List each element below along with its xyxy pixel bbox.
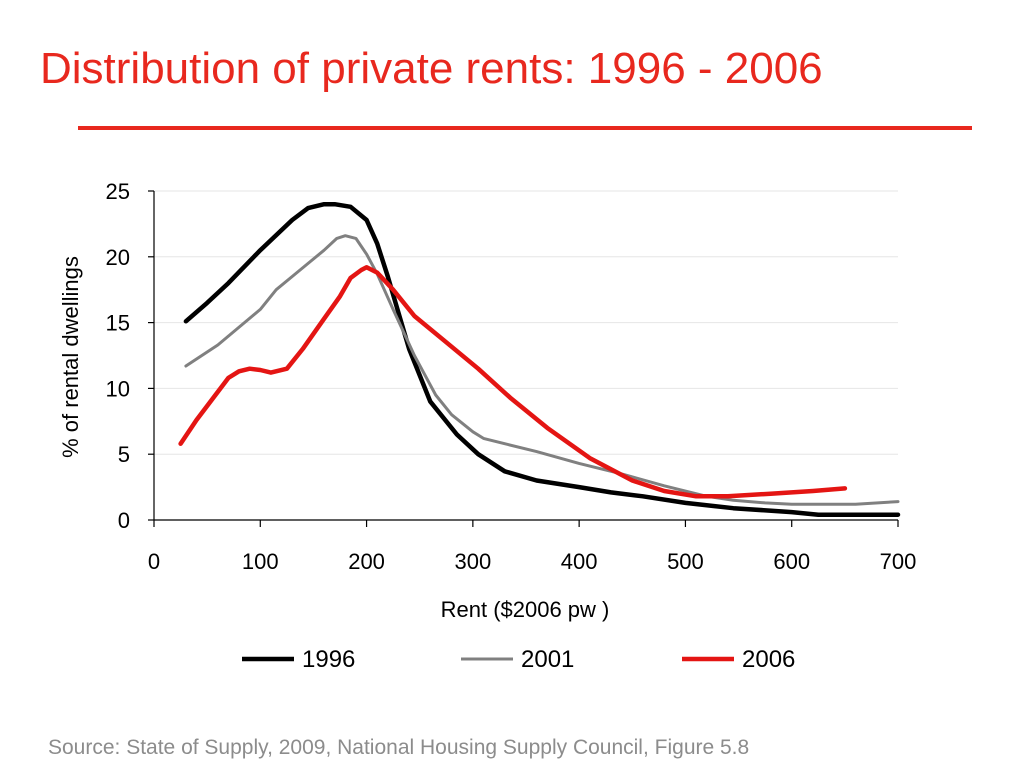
series-line-1996 bbox=[183, 201, 901, 517]
x-tick-label-600: 600 bbox=[773, 549, 810, 574]
y-axis-title: % of rental dwellings bbox=[58, 256, 83, 458]
x-axis-title: Rent ($2006 pw ) bbox=[441, 597, 610, 622]
y-tick-label-0: 0 bbox=[118, 508, 130, 533]
y-tick-label-10: 10 bbox=[106, 376, 130, 401]
x-tick-label-200: 200 bbox=[348, 549, 385, 574]
source-note: Source: State of Supply, 2009, National … bbox=[48, 736, 750, 759]
series-line-2006 bbox=[178, 265, 848, 499]
y-tick-label-20: 20 bbox=[106, 245, 130, 270]
slide-title: Distribution of private rents: 1996 - 20… bbox=[40, 44, 823, 93]
x-tick-label-100: 100 bbox=[242, 549, 279, 574]
x-tick-label-500: 500 bbox=[667, 549, 704, 574]
title-underline bbox=[78, 126, 972, 130]
x-tick-label-700: 700 bbox=[880, 549, 917, 574]
x-tick-label-300: 300 bbox=[454, 549, 491, 574]
legend-label-2006: 2006 bbox=[742, 646, 795, 673]
y-tick-label-25: 25 bbox=[106, 179, 130, 204]
x-tick-label-0: 0 bbox=[148, 549, 160, 574]
y-tick-label-5: 5 bbox=[118, 442, 130, 467]
legend-label-2001: 2001 bbox=[521, 646, 574, 673]
series-line-2001 bbox=[184, 234, 900, 506]
x-tick-label-400: 400 bbox=[561, 549, 598, 574]
y-tick-label-15: 15 bbox=[106, 311, 130, 336]
legend-label-1996: 1996 bbox=[302, 646, 355, 673]
